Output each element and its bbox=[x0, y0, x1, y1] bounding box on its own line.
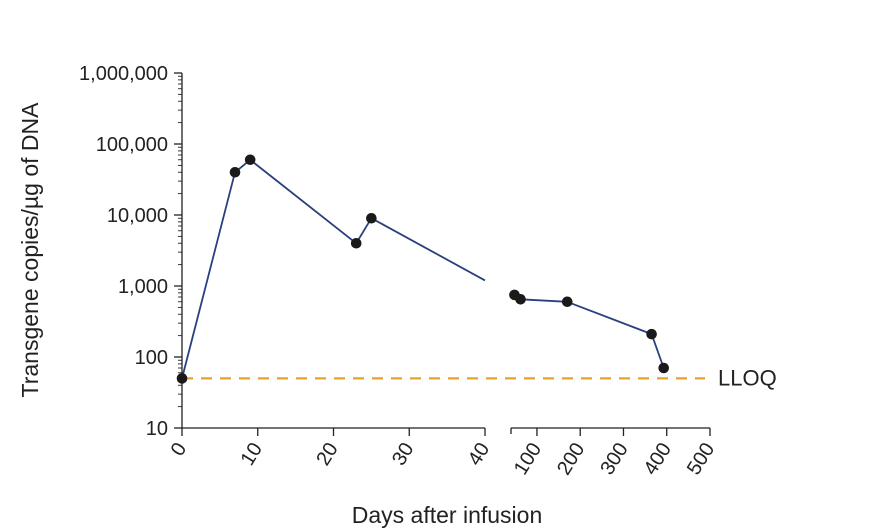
series-line-early bbox=[181, 158, 486, 379]
y-tick-label: 10 bbox=[146, 418, 168, 440]
lloq-label: LLOQ bbox=[718, 365, 777, 390]
x-tick-label: 20 bbox=[312, 439, 342, 470]
series-layer bbox=[176, 154, 670, 384]
data-point bbox=[658, 362, 670, 374]
x-tick-label: 200 bbox=[553, 439, 589, 479]
y-tick-label: 100,000 bbox=[96, 134, 168, 156]
x-tick-label: 300 bbox=[596, 439, 632, 479]
data-point bbox=[244, 154, 256, 166]
x-tick-label: 0 bbox=[167, 439, 192, 460]
y-axis-title: Transgene copies/µg of DNA bbox=[17, 102, 43, 398]
series-line-late bbox=[513, 294, 665, 369]
data-point bbox=[229, 166, 241, 178]
x-axis-title: Days after infusion bbox=[352, 502, 542, 528]
y-tick-label: 1,000 bbox=[118, 276, 168, 298]
lloq-reference: LLOQ bbox=[182, 365, 777, 390]
x-tick-label: 30 bbox=[388, 439, 418, 470]
y-tick-label: 10,000 bbox=[107, 205, 168, 227]
data-point bbox=[515, 293, 526, 305]
x-tick-label: 10 bbox=[237, 439, 267, 470]
data-point bbox=[646, 328, 657, 340]
y-tick-label: 100 bbox=[135, 347, 168, 369]
data-point bbox=[366, 212, 377, 224]
data-point bbox=[561, 296, 573, 308]
y-axis: 10 100 1,000 10,000 100,000 1,000,000 bbox=[79, 63, 183, 440]
x-tick-label: 500 bbox=[683, 439, 719, 479]
x-axis: 0 10 20 30 40 100 200 300 400 500 bbox=[167, 427, 719, 479]
data-point bbox=[176, 373, 188, 384]
x-tick-label: 400 bbox=[640, 439, 676, 479]
x-tick-label: 40 bbox=[464, 439, 494, 470]
data-point bbox=[350, 237, 362, 249]
x-tick-label: 100 bbox=[510, 439, 546, 479]
y-tick-label: 1,000,000 bbox=[79, 63, 168, 85]
